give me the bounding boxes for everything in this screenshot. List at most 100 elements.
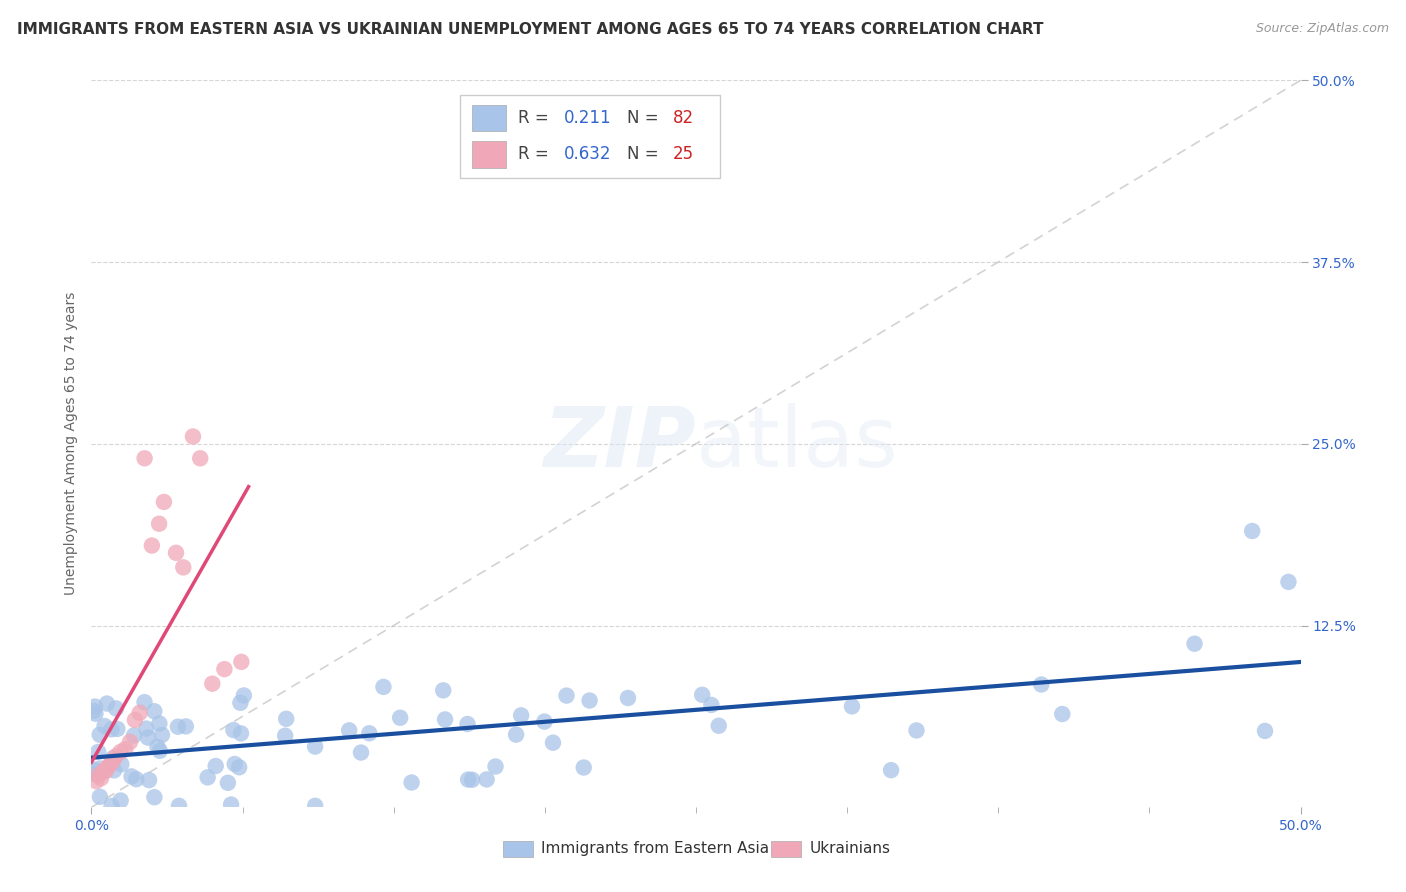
Point (114, 742, 136, 756)
Point (110, 745, 132, 759)
Point (93, 764, 115, 778)
Point (150, 728, 173, 742)
Point (101, 754, 124, 768)
FancyBboxPatch shape (472, 105, 506, 131)
Point (103, 764, 125, 778)
Point (617, 690, 640, 705)
FancyBboxPatch shape (770, 840, 801, 856)
Point (700, 698, 723, 712)
Text: N =: N = (627, 145, 664, 163)
Point (105, 722, 128, 736)
Point (135, 722, 157, 736)
Text: Source: ZipAtlas.com: Source: ZipAtlas.com (1256, 22, 1389, 36)
Point (90, 771, 112, 785)
Point (174, 719, 197, 733)
Point (373, 680, 395, 694)
Point (505, 728, 527, 742)
Point (83, 704, 105, 718)
Point (219, 797, 242, 812)
Point (134, 695, 156, 709)
Point (93, 719, 115, 733)
Point (120, 735, 142, 749)
Point (276, 712, 298, 726)
Point (148, 516, 170, 531)
Point (124, 713, 146, 727)
Text: 82: 82 (673, 109, 695, 127)
Point (541, 736, 564, 750)
Point (84, 699, 107, 714)
Point (141, 539, 163, 553)
Point (83, 766, 105, 780)
Point (905, 723, 928, 738)
Point (100, 798, 122, 813)
Text: N =: N = (627, 109, 664, 127)
Point (1241, 524, 1264, 538)
Point (136, 731, 159, 745)
Text: IMMIGRANTS FROM EASTERN ASIA VS UKRAINIAN UNEMPLOYMENT AMONG AGES 65 TO 74 YEARS: IMMIGRANTS FROM EASTERN ASIA VS UKRAINIA… (17, 22, 1043, 37)
Point (228, 760, 250, 774)
Point (143, 790, 166, 805)
Point (224, 756, 246, 771)
Point (232, 689, 254, 703)
Text: R =: R = (519, 145, 554, 163)
Point (138, 773, 160, 788)
Text: Ukrainians: Ukrainians (810, 841, 890, 856)
Point (97, 759, 120, 773)
Point (304, 798, 326, 813)
Point (572, 760, 595, 774)
Point (94, 764, 117, 778)
Point (578, 693, 600, 707)
Text: 0.632: 0.632 (564, 145, 612, 163)
Point (510, 708, 533, 723)
Point (165, 546, 187, 560)
Point (1031, 677, 1053, 691)
Point (89, 762, 111, 776)
Point (707, 719, 730, 733)
Point (389, 711, 412, 725)
Point (201, 676, 224, 690)
Point (172, 560, 194, 574)
Point (359, 726, 381, 740)
Point (1184, 637, 1206, 651)
Point (304, 739, 326, 754)
Text: atlas: atlas (696, 403, 897, 484)
Point (167, 798, 190, 813)
Point (134, 451, 156, 466)
Point (89, 789, 111, 804)
Point (125, 772, 148, 787)
Point (105, 701, 128, 715)
Point (101, 751, 124, 765)
Point (841, 699, 863, 714)
Point (475, 772, 498, 787)
Point (188, 451, 211, 466)
Text: R =: R = (519, 109, 554, 127)
Point (274, 729, 297, 743)
Point (153, 495, 176, 509)
Point (148, 716, 170, 731)
Text: Immigrants from Eastern Asia: Immigrants from Eastern Asia (541, 841, 769, 856)
FancyBboxPatch shape (502, 840, 533, 856)
Point (457, 772, 479, 787)
Point (122, 728, 145, 742)
Point (217, 776, 239, 790)
Point (100, 756, 122, 771)
Point (401, 775, 423, 789)
Point (110, 793, 132, 807)
Point (434, 713, 457, 727)
Point (149, 744, 172, 758)
Point (104, 749, 127, 764)
Point (214, 662, 236, 676)
FancyBboxPatch shape (472, 141, 506, 168)
Point (89, 728, 111, 742)
Point (484, 759, 506, 773)
Point (128, 706, 150, 720)
Point (197, 770, 219, 784)
Text: ZIP: ZIP (543, 403, 696, 484)
Point (457, 717, 479, 731)
Point (87, 745, 110, 759)
Point (1052, 706, 1074, 721)
Point (461, 772, 484, 787)
Point (1254, 723, 1277, 738)
Point (83, 763, 105, 777)
Point (231, 655, 253, 669)
